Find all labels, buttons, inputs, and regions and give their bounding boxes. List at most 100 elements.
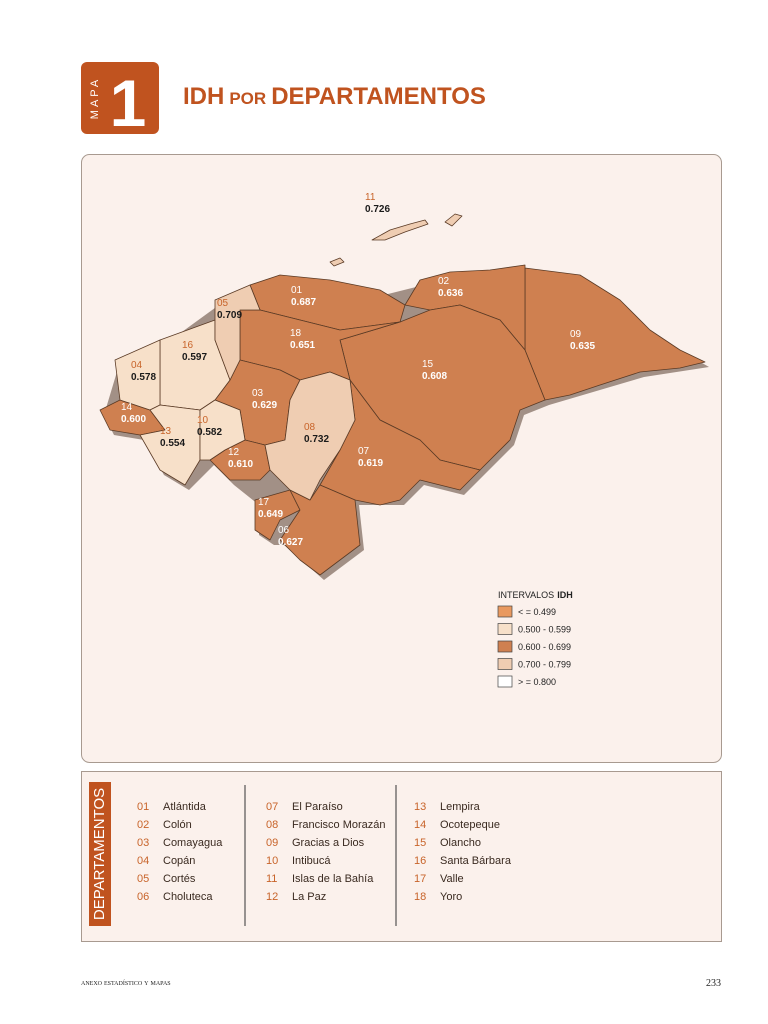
- department-code: 04: [137, 855, 150, 867]
- department-code: 10: [266, 855, 279, 867]
- department-name: Ocotepeque: [440, 819, 500, 831]
- dept-value: 0.649: [258, 509, 283, 520]
- legend-swatch: [497, 675, 513, 688]
- department-code: 11: [266, 873, 278, 885]
- department-name: Gracias a Dios: [292, 837, 365, 849]
- department-code: 12: [266, 891, 279, 903]
- page-number: 233: [706, 978, 721, 989]
- title-rest: DEPARTAMENTOS: [271, 83, 486, 110]
- dept-code: 15: [422, 359, 434, 370]
- department-code: 09: [266, 837, 279, 849]
- department-code: 16: [414, 855, 427, 867]
- dept-value: 0.600: [121, 414, 146, 425]
- badge: [81, 62, 159, 134]
- department-name: Copán: [163, 855, 196, 867]
- legend-label: 0.500 - 0.599: [518, 625, 571, 635]
- dept-value: 0.597: [182, 352, 207, 363]
- dept-value: 0.687: [291, 297, 316, 308]
- department-code: 01: [137, 801, 150, 813]
- department: 11 Islas de la Bahía: [266, 873, 373, 885]
- department-name: Comayagua: [163, 837, 223, 849]
- legend-label: > = 0.800: [518, 677, 556, 687]
- dept-code: 16: [182, 340, 194, 351]
- dept-value: 0.554: [160, 438, 185, 449]
- legend-title-bold: IDH: [557, 590, 573, 600]
- dept-value: 0.636: [438, 288, 463, 299]
- legend-swatch: [497, 605, 513, 618]
- dept-value: 0.627: [278, 537, 303, 548]
- dept-value: 0.608: [422, 371, 447, 382]
- department-name: Colón: [163, 819, 192, 831]
- department-name: Atlántida: [163, 801, 206, 813]
- dept-code: 12: [228, 447, 240, 458]
- department: 09 Gracias a Dios: [266, 837, 364, 849]
- department-name: El Paraíso: [292, 801, 343, 813]
- department-name: Francisco Morazán: [292, 819, 386, 831]
- dept-11c: [329, 257, 345, 267]
- dept-11b: [444, 213, 463, 227]
- dept-value: 0.619: [358, 458, 383, 469]
- dept-value: 0.629: [252, 400, 277, 411]
- dept-code: 17: [258, 497, 270, 508]
- legend-swatch: [497, 640, 513, 653]
- department-code: 13: [414, 801, 427, 813]
- dept-code: 01: [291, 285, 303, 296]
- dept-value: 0.732: [304, 434, 329, 445]
- department: 12 La Paz: [266, 891, 326, 903]
- legend-label: 0.600 - 0.699: [518, 642, 571, 652]
- department: 03 Comayagua: [137, 837, 222, 849]
- departments-frame: [81, 771, 722, 942]
- legend-swatch: [497, 658, 513, 670]
- dept-code: 13: [160, 426, 172, 437]
- dept-value: 0.635: [570, 341, 595, 352]
- dept-code: 06: [278, 525, 290, 536]
- department: 17 Valle: [414, 873, 464, 885]
- department-code: 02: [137, 819, 150, 831]
- departments-title: DEPARTAMENTOS: [91, 788, 108, 920]
- title: IDH POR DEPARTAMENTOS: [183, 83, 486, 110]
- department-code: 15: [414, 837, 427, 849]
- dept-10: [199, 399, 246, 461]
- department-name: Olancho: [440, 837, 481, 849]
- dept-code: 04: [131, 360, 143, 371]
- department-code: 17: [414, 873, 427, 885]
- dept-08: [264, 371, 356, 501]
- department-code: 08: [266, 819, 279, 831]
- dept-value: 0.582: [197, 427, 222, 438]
- dept-code: 18: [290, 328, 302, 339]
- dept-value: 0.578: [131, 372, 156, 383]
- department: 04 Copán: [137, 855, 195, 867]
- map: [99, 213, 709, 580]
- department: 02 Colón: [137, 819, 192, 831]
- department-code: 05: [137, 873, 150, 885]
- department-name: La Paz: [292, 891, 327, 903]
- department: 01 Atlántida: [137, 801, 206, 813]
- legend-label: 0.700 - 0.799: [518, 660, 571, 670]
- department: 05 Cortés: [137, 873, 195, 885]
- dept-code: 14: [121, 402, 133, 413]
- dept-code: 10: [197, 415, 209, 426]
- legend-label: < = 0.499: [518, 607, 556, 617]
- department-code: 18: [414, 891, 427, 903]
- dept-code: 09: [570, 329, 582, 340]
- department: 08 Francisco Morazán: [266, 819, 386, 831]
- dept-value: 0.610: [228, 459, 253, 470]
- department: 14 Ocotepeque: [414, 819, 500, 831]
- title-main: IDH: [183, 83, 224, 110]
- dept-06: [279, 484, 361, 576]
- dept-code: 08: [304, 422, 316, 433]
- department-name: Santa Bárbara: [440, 855, 511, 867]
- department: 07 El Paraíso: [266, 801, 343, 813]
- department-name: Lempira: [440, 801, 480, 813]
- department-code: 14: [414, 819, 427, 831]
- department-code: 03: [137, 837, 150, 849]
- legend-title-text: INTERVALOS: [498, 590, 554, 600]
- dept-07: [319, 379, 481, 506]
- dept-05: [214, 284, 261, 381]
- department: 10 Intibucá: [266, 855, 331, 867]
- footer-section: anexo estadístico y mapas: [81, 978, 171, 987]
- department-name: Intibucá: [292, 855, 331, 867]
- dept-code: 07: [358, 446, 370, 457]
- title-small: POR: [229, 89, 266, 108]
- dept-code: 05: [217, 298, 229, 309]
